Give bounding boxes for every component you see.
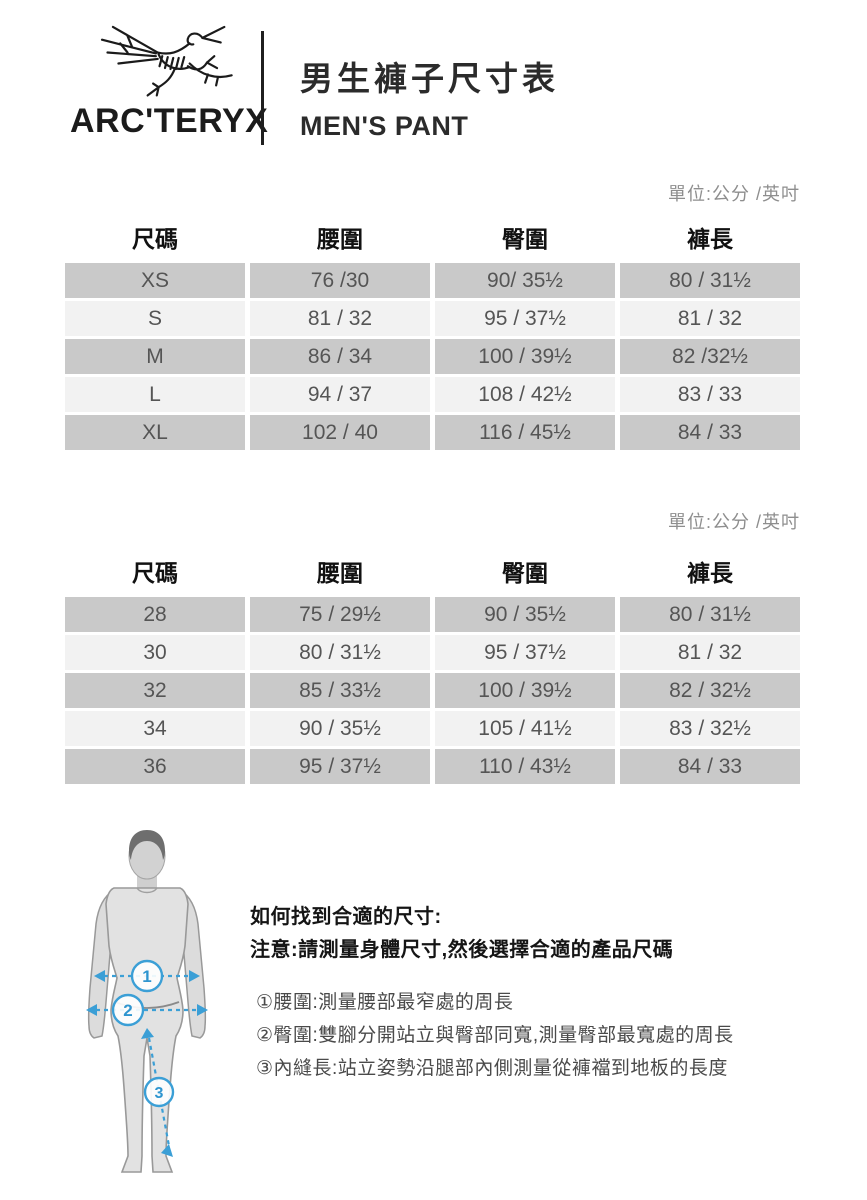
arrow-left-icon: [86, 1004, 97, 1016]
inseam-measure-line: [147, 1037, 171, 1147]
cell-waist: 85 / 33½: [250, 673, 430, 708]
table-header-row: 尺碼 腰圍 臀圍 褲長: [65, 220, 800, 260]
col-header-size: 尺碼: [132, 226, 178, 252]
col-header-size: 尺碼: [132, 560, 178, 586]
arcteryx-bird-icon: [100, 25, 233, 97]
table-row: 32 85 / 33½ 100 / 39½ 82 / 32½: [65, 673, 800, 708]
unit-label-top: 單位:公分 /英吋: [667, 184, 800, 204]
cell-length: 81 / 32: [620, 635, 800, 670]
col-header-length: 褲長: [687, 560, 733, 586]
cell-waist: 94 / 37: [250, 377, 430, 412]
cell-hip: 95 / 37½: [435, 635, 615, 670]
page-title-block: 男生褲子尺寸表 MEN'S PANT: [300, 52, 559, 142]
cell-size: 36: [65, 749, 245, 784]
cell-length: 81 / 32: [620, 301, 800, 336]
fit-guide-step-waist: ①腰圍:測量腰部最窄處的周長: [256, 992, 514, 1013]
page-title-en: MEN'S PANT: [300, 111, 469, 141]
inseam-marker-number: 3: [155, 1085, 164, 1102]
cell-size: XL: [65, 415, 245, 450]
table-header-row: 尺碼 腰圍 臀圍 褲長: [65, 554, 800, 594]
table-row: 30 80 / 31½ 95 / 37½ 81 / 32: [65, 635, 800, 670]
fit-guide-step-inseam: ③內縫長:站立姿勢沿腿部內側測量從褲襠到地板的長度: [256, 1058, 728, 1079]
size-table-numeric: 尺碼 腰圍 臀圍 褲長 28 75 / 29½ 90 / 35½ 80 / 31…: [65, 554, 800, 784]
table-row: XL 102 / 40 116 / 45½ 84 / 33: [65, 415, 800, 450]
col-header-hip: 臀圍: [502, 560, 548, 586]
cell-size: XS: [65, 263, 245, 298]
cell-waist: 86 / 34: [250, 339, 430, 374]
cell-length: 80 / 31½: [620, 263, 800, 298]
cell-waist: 90 / 35½: [250, 711, 430, 746]
cell-hip: 105 / 41½: [435, 711, 615, 746]
col-header-hip: 臀圍: [502, 226, 548, 252]
cell-hip: 110 / 43½: [435, 749, 615, 784]
arrow-left-icon: [94, 970, 105, 982]
cell-waist: 80 / 31½: [250, 635, 430, 670]
cell-length: 82 / 32½: [620, 673, 800, 708]
fit-guide-note: 注意:請測量身體尺寸,然後選擇合適的產品尺碼: [250, 939, 674, 961]
cell-size: 32: [65, 673, 245, 708]
unit-label-bottom: 單位:公分 /英吋: [667, 512, 800, 532]
cell-length: 80 / 31½: [620, 597, 800, 632]
brand-logo-block: ARC'TERYX: [70, 16, 269, 141]
fit-guide-heading: 如何找到合適的尺寸:: [250, 906, 442, 928]
table-row: S 81 / 32 95 / 37½ 81 / 32: [65, 301, 800, 336]
measurement-figure: 1 2 3: [58, 826, 236, 1183]
fit-guide: 如何找到合適的尺寸: 注意:請測量身體尺寸,然後選擇合適的產品尺碼 ①腰圍:測量…: [250, 900, 850, 1085]
arrow-up-icon: [141, 1028, 154, 1039]
hip-marker-number: 2: [123, 1001, 132, 1020]
cell-size: 28: [65, 597, 245, 632]
header-divider: [261, 31, 264, 145]
arrow-right-icon: [189, 970, 200, 982]
cell-length: 83 / 32½: [620, 711, 800, 746]
fit-guide-steps: ①腰圍:測量腰部最窄處的周長 ②臀圍:雙腳分開站立與臀部同寬,測量臀部最寬處的周…: [250, 986, 850, 1085]
cell-waist: 95 / 37½: [250, 749, 430, 784]
cell-hip: 100 / 39½: [435, 339, 615, 374]
col-header-waist: 腰圍: [317, 560, 363, 586]
cell-hip: 108 / 42½: [435, 377, 615, 412]
arrow-down-icon: [161, 1144, 173, 1157]
table-row: 34 90 / 35½ 105 / 41½ 83 / 32½: [65, 711, 800, 746]
cell-hip: 90/ 35½: [435, 263, 615, 298]
cell-hip: 95 / 37½: [435, 301, 615, 336]
fit-guide-step-hip: ②臀圍:雙腳分開站立與臀部同寬,測量臀部最寬處的周長: [256, 1025, 734, 1046]
cell-size: S: [65, 301, 245, 336]
brand-wordmark: ARC'TERYX: [70, 102, 269, 140]
cell-size: M: [65, 339, 245, 374]
cell-waist: 81 / 32: [250, 301, 430, 336]
cell-hip: 100 / 39½: [435, 673, 615, 708]
page-title-zh: 男生褲子尺寸表: [300, 60, 559, 97]
cell-hip: 116 / 45½: [435, 415, 615, 450]
cell-size: L: [65, 377, 245, 412]
table-row: 28 75 / 29½ 90 / 35½ 80 / 31½: [65, 597, 800, 632]
cell-size: 30: [65, 635, 245, 670]
col-header-length: 褲長: [687, 226, 733, 252]
arrow-right-icon: [197, 1004, 208, 1016]
cell-waist: 75 / 29½: [250, 597, 430, 632]
table-row: L 94 / 37 108 / 42½ 83 / 33: [65, 377, 800, 412]
cell-waist: 102 / 40: [250, 415, 430, 450]
body-silhouette-icon: 1 2 3: [86, 830, 208, 1173]
cell-length: 84 / 33: [620, 749, 800, 784]
inseam-marker-circle: [143, 1076, 175, 1108]
cell-waist: 76 /30: [250, 263, 430, 298]
table-row: XS 76 /30 90/ 35½ 80 / 31½: [65, 263, 800, 298]
cell-length: 82 /32½: [620, 339, 800, 374]
cell-length: 83 / 33: [620, 377, 800, 412]
hip-marker-circle: [111, 993, 145, 1027]
cell-hip: 90 / 35½: [435, 597, 615, 632]
waist-marker-circle: [130, 959, 164, 993]
table-row: M 86 / 34 100 / 39½ 82 /32½: [65, 339, 800, 374]
waist-marker-number: 1: [142, 967, 151, 986]
col-header-waist: 腰圍: [317, 226, 363, 252]
cell-length: 84 / 33: [620, 415, 800, 450]
cell-size: 34: [65, 711, 245, 746]
table-row: 36 95 / 37½ 110 / 43½ 84 / 33: [65, 749, 800, 784]
size-table-alpha: 尺碼 腰圍 臀圍 褲長 XS 76 /30 90/ 35½ 80 / 31½ S…: [65, 220, 800, 450]
